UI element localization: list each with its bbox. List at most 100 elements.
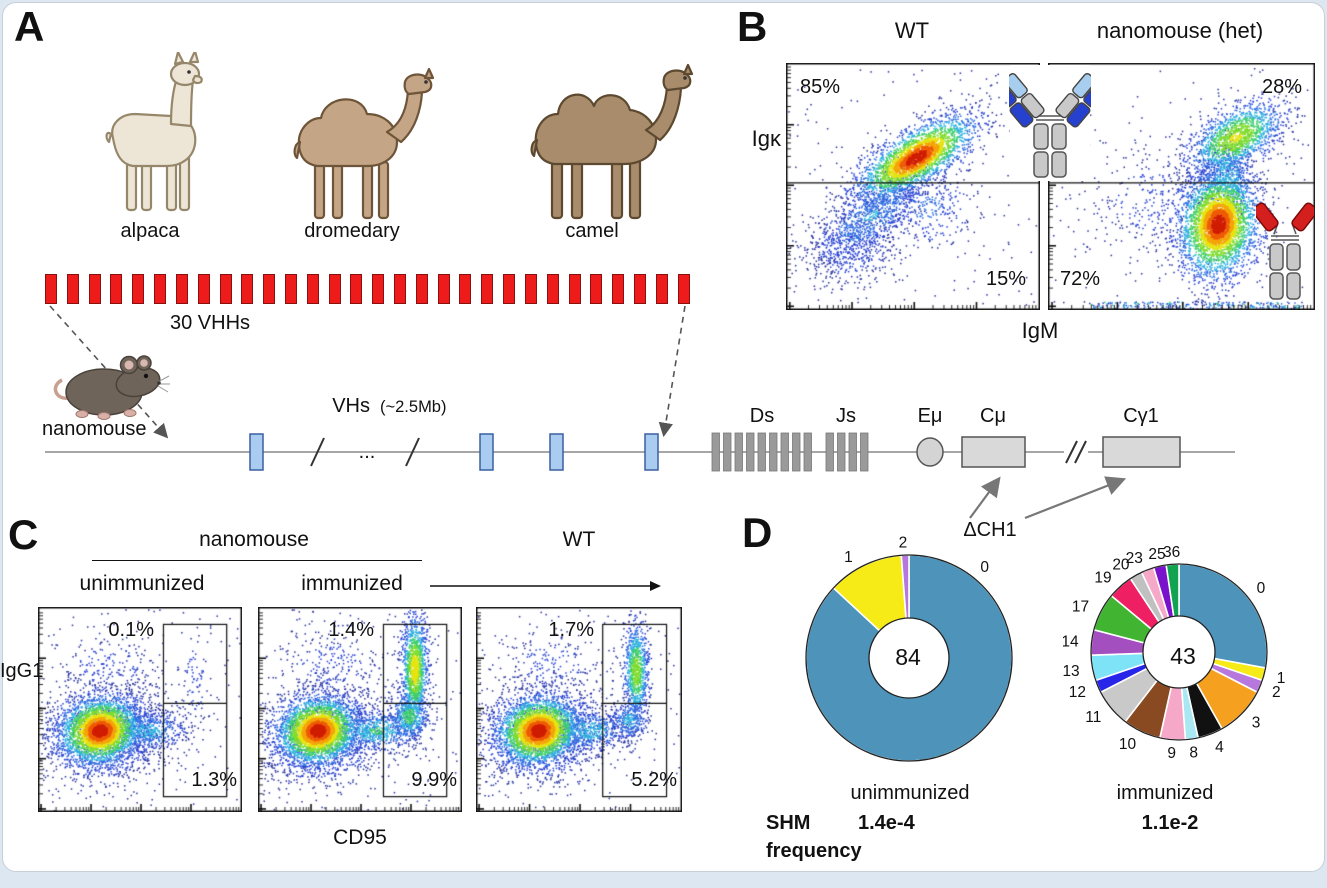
vhh-gene-row — [45, 274, 690, 304]
vhh-gene-segment — [263, 274, 276, 304]
pie-caption-unimmunized: unimmunized — [850, 782, 970, 804]
pie-slice-label: 20 — [1112, 556, 1130, 573]
vh-gene-box — [549, 433, 564, 471]
vh-gene-boxes — [249, 433, 659, 471]
pie-center-count-immunized: 43 — [1170, 643, 1196, 669]
gate-pct-bottom: 1.3% — [191, 769, 237, 791]
c-y-axis-label: IgG1 — [0, 660, 44, 682]
pie-slice-label: 12 — [1069, 684, 1086, 701]
j-gene-segment — [848, 432, 857, 472]
pie-chart-immunized: 0 1 2 3 4 8 9 10 11 12 13 14 17 19 20 23 25 36 — [1061, 536, 1295, 773]
alpaca-caption: alpaca — [120, 220, 180, 242]
igh-locus-diagram: ... VHs (~2.5Mb) Ds Js Eμ Cμ Cγ1 ΔCH1 — [45, 305, 1235, 540]
pie-svg: 0 1 2 — [805, 535, 1013, 762]
vhh-gene-segment — [590, 274, 603, 304]
delta-ch1-arrow-cgamma1 — [1024, 476, 1127, 520]
cmu-exon-box — [961, 436, 1026, 468]
emu-label: Eμ — [918, 405, 943, 427]
gate-pct-top: 1.7% — [548, 619, 594, 641]
d-gene-segment — [769, 432, 778, 472]
dashed-arrow-right — [658, 305, 686, 438]
vhh-gene-segment — [110, 274, 123, 304]
gate-pct-bottom: 9.9% — [411, 769, 457, 791]
pie-slice-label: 11 — [1085, 709, 1101, 726]
j-gene-segment — [837, 432, 846, 472]
d-gene-segment — [757, 432, 766, 472]
cgamma1-label: Cγ1 — [1123, 405, 1159, 427]
shm-value-immunized: 1.1e-2 — [1141, 812, 1199, 834]
vhh-gene-segment — [45, 274, 57, 304]
alpaca-illustration — [105, 52, 203, 212]
vhh-gene-segment — [459, 274, 472, 304]
plot-b-wt-title: WT — [894, 18, 930, 43]
b-y-axis-label: Igκ — [751, 126, 781, 151]
flow-plot-c1-container: 0.1% 1.3% — [38, 607, 242, 812]
locus-break-slash — [310, 437, 325, 467]
delta-ch1-arrow-cmu — [969, 476, 1001, 519]
flow-plot-c2-container: 1.4% 9.9% — [258, 607, 462, 812]
vhs-size-label: (~2.5Mb) — [380, 398, 446, 416]
pie-center-count-unimmunized: 84 — [895, 644, 921, 670]
pie-slice-label: 1 — [844, 549, 853, 566]
vhh-gene-segment — [306, 274, 319, 304]
c-group-underline — [92, 560, 422, 561]
vhh-gene-segment — [241, 274, 254, 304]
pie-slice-label: 36 — [1163, 544, 1180, 561]
panel-c-label: C — [8, 511, 39, 558]
quadrant-pct-wt-upper: 85% — [800, 76, 841, 98]
pie-slice-label: 25 — [1148, 546, 1165, 563]
locus-break-slash — [1074, 440, 1087, 464]
shm-label-line1: SHM — [766, 812, 811, 834]
ds-label: Ds — [750, 405, 774, 427]
c-wt-title: WT — [562, 528, 596, 551]
pie-slice-label: 2 — [1272, 684, 1281, 701]
vhh-gene-segment — [568, 274, 581, 304]
vhh-gene-segment — [132, 274, 145, 304]
d-gene-segment — [792, 432, 801, 472]
pie-slice-label: 10 — [1119, 736, 1137, 753]
js-label: Js — [836, 405, 856, 427]
vhh-gene-segment — [197, 274, 210, 304]
emu-enhancer-circle — [916, 437, 944, 467]
panel-d-label: D — [742, 509, 773, 556]
vhh-gene-segment — [350, 274, 363, 304]
quadrant-pct-het-upper: 28% — [1261, 76, 1302, 98]
delta-ch1-label: ΔCH1 — [963, 519, 1016, 540]
j-gene-segment — [860, 432, 869, 472]
quadrant-pct-wt-lower: 15% — [985, 268, 1026, 290]
nanomouse-illustration — [53, 355, 170, 420]
d-gene-segment — [780, 432, 789, 472]
c-group-label: nanomouse — [199, 528, 309, 551]
vh-gene-box — [644, 433, 659, 471]
cmu-label: Cμ — [980, 405, 1006, 427]
vhh-gene-segment — [677, 274, 690, 304]
vhh-gene-segment — [88, 274, 101, 304]
immunized-to-wt-arrow — [430, 581, 661, 591]
vhh-gene-segment — [328, 274, 341, 304]
flow-plot-igg1-cd95-unimmunized — [38, 607, 242, 812]
pie-caption-immunized: immunized — [1116, 782, 1214, 804]
j-gene-segment — [825, 432, 834, 472]
dromedary-caption: dromedary — [304, 220, 400, 242]
camel-illustration — [530, 63, 694, 220]
pie-slice-label: 0 — [980, 559, 989, 576]
flow-plot-igg1-cd95-immunized — [258, 607, 462, 812]
gate-pct-top: 0.1% — [108, 619, 154, 641]
vhh-gene-segment — [415, 274, 428, 304]
vhh-gene-segment — [524, 274, 537, 304]
d-gene-segment — [734, 432, 743, 472]
quadrant-pct-het-lower: 72% — [1060, 268, 1101, 290]
vhh-gene-segment — [481, 274, 494, 304]
c-immunized-title: immunized — [301, 572, 403, 595]
plot-b-het-title: nanomouse (het) — [1096, 18, 1264, 43]
shm-value-unimmunized: 1.4e-4 — [858, 812, 915, 834]
vhh-gene-segment — [372, 274, 385, 304]
gate-pct-bottom: 5.2% — [631, 769, 677, 791]
vhh-gene-segment — [219, 274, 232, 304]
pie-slice-label: 23 — [1126, 550, 1143, 567]
j-gene-segments — [825, 432, 869, 472]
nanomouse-caption: nanomouse — [42, 418, 147, 440]
heavy-chain-only-antibody-icon — [1256, 202, 1314, 300]
locus-break-slash — [1065, 440, 1078, 464]
